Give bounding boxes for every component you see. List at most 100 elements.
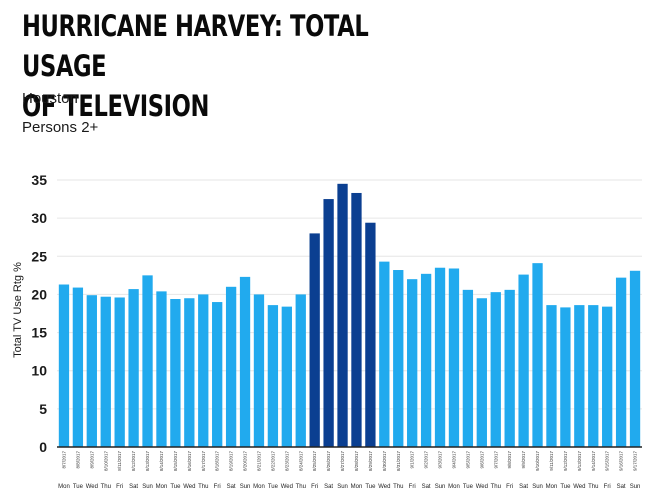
y-tick-label: 15 bbox=[31, 325, 47, 341]
bar bbox=[295, 294, 306, 447]
x-day-label: Fri bbox=[409, 484, 416, 490]
x-day-label: Tue bbox=[463, 484, 474, 490]
bar bbox=[351, 192, 362, 447]
x-tick-label: 9/17/2017 bbox=[633, 451, 638, 472]
bar bbox=[58, 284, 70, 447]
x-tick-label: 8/24/2017 bbox=[298, 451, 303, 472]
x-tick-label: 9/2/2017 bbox=[424, 451, 429, 469]
x-day-label: Sun bbox=[337, 484, 348, 490]
x-day-label: Thu bbox=[393, 484, 403, 490]
x-tick-label: 9/1/2017 bbox=[410, 451, 415, 469]
x-day-label: Sat bbox=[422, 484, 431, 490]
x-day-label: Fri bbox=[214, 484, 221, 490]
x-day-label: Sun bbox=[630, 484, 641, 490]
x-tick-label: 8/14/2017 bbox=[159, 451, 164, 472]
x-day-label: Wed bbox=[476, 484, 488, 490]
bar bbox=[629, 270, 641, 447]
bar bbox=[100, 296, 111, 447]
x-day-label: Fri bbox=[506, 484, 513, 490]
x-tick-label: 8/10/2017 bbox=[103, 451, 108, 472]
bar bbox=[184, 298, 195, 447]
bar bbox=[602, 306, 613, 447]
x-tick-label: 8/31/2017 bbox=[396, 451, 401, 472]
x-tick-label: 9/7/2017 bbox=[493, 451, 498, 469]
x-day-label: Fri bbox=[604, 484, 611, 490]
bar bbox=[574, 305, 585, 447]
bar bbox=[448, 268, 460, 447]
x-day-label: Fri bbox=[311, 484, 318, 490]
x-tick-label: 9/3/2017 bbox=[438, 451, 443, 469]
x-tick-label: 8/26/2017 bbox=[326, 451, 331, 472]
x-tick-label: 8/12/2017 bbox=[131, 451, 136, 472]
x-day-label: Sun bbox=[142, 484, 153, 490]
x-tick-label: 8/13/2017 bbox=[145, 451, 150, 472]
bar bbox=[588, 305, 599, 447]
x-tick-label: 8/7/2017 bbox=[61, 451, 66, 469]
bar bbox=[434, 267, 446, 447]
bar bbox=[504, 289, 515, 447]
bars bbox=[58, 183, 641, 448]
x-day-label: Thu bbox=[101, 484, 111, 490]
bar bbox=[267, 305, 279, 447]
x-day-label: Sat bbox=[617, 484, 626, 490]
x-day-label: Mon bbox=[156, 484, 168, 490]
demo-subtitle: Persons 2+ bbox=[22, 119, 99, 136]
bar bbox=[420, 273, 432, 447]
bar bbox=[560, 307, 571, 447]
x-day-label: Mon bbox=[448, 484, 460, 490]
x-tick-label: 8/30/2017 bbox=[382, 451, 387, 472]
x-tick-label: 8/15/2017 bbox=[173, 451, 178, 472]
x-tick-label: 9/16/2017 bbox=[619, 451, 624, 472]
bar bbox=[323, 199, 334, 447]
x-tick-label: 8/29/2017 bbox=[368, 451, 373, 472]
bar bbox=[337, 183, 348, 448]
x-day-label: Mon bbox=[58, 484, 70, 490]
x-tick-labels: 8/7/2017 Mon 8/8/2017 Tue 8/9/2017 Wed 8/10/20… bbox=[58, 451, 640, 490]
x-day-label: Tue bbox=[170, 484, 181, 490]
x-day-label: Thu bbox=[491, 484, 501, 490]
x-day-label: Thu bbox=[296, 484, 306, 490]
bar bbox=[142, 275, 153, 447]
x-tick-label: 8/20/2017 bbox=[243, 451, 248, 472]
bar bbox=[156, 291, 167, 447]
x-tick-label: 8/27/2017 bbox=[340, 451, 345, 472]
bar bbox=[128, 289, 139, 447]
bar bbox=[309, 233, 320, 447]
y-tick-label: 35 bbox=[31, 172, 47, 188]
x-tick-label: 8/25/2017 bbox=[312, 451, 317, 472]
x-tick-label: 8/18/2017 bbox=[215, 451, 220, 472]
x-tick-label: 8/22/2017 bbox=[270, 451, 275, 472]
bar bbox=[170, 299, 181, 447]
x-day-label: Sun bbox=[240, 484, 251, 490]
x-day-label: Wed bbox=[86, 484, 98, 490]
x-day-label: Mon bbox=[351, 484, 363, 490]
bar bbox=[532, 263, 543, 447]
bar bbox=[518, 274, 529, 447]
y-tick-label: 25 bbox=[31, 248, 47, 264]
gridlines bbox=[57, 179, 642, 410]
bar bbox=[365, 222, 376, 447]
x-day-label: Tue bbox=[73, 484, 84, 490]
bar bbox=[407, 279, 418, 447]
x-tick-label: 9/12/2017 bbox=[563, 451, 568, 472]
bar bbox=[615, 277, 627, 447]
x-tick-label: 8/8/2017 bbox=[75, 451, 80, 469]
chart-title-line-2: OF TELEVISION bbox=[22, 89, 210, 123]
x-day-label: Mon bbox=[253, 484, 265, 490]
x-day-label: Sat bbox=[324, 484, 333, 490]
x-day-label: Thu bbox=[198, 484, 208, 490]
x-day-label: Tue bbox=[560, 484, 571, 490]
x-day-label: Sat bbox=[519, 484, 528, 490]
x-day-label: Wed bbox=[183, 484, 195, 490]
x-day-label: Wed bbox=[281, 484, 293, 490]
x-day-label: Sun bbox=[435, 484, 446, 490]
y-axis-label: Total TV Use Rtg % bbox=[12, 262, 24, 358]
chart-title-line-1: HURRICANE HARVEY: TOTAL USAGE bbox=[22, 9, 369, 83]
x-day-label: Tue bbox=[268, 484, 279, 490]
y-tick-label: 5 bbox=[39, 401, 47, 417]
x-tick-label: 8/23/2017 bbox=[284, 451, 289, 472]
x-tick-label: 9/6/2017 bbox=[479, 451, 484, 469]
bar bbox=[281, 306, 292, 447]
